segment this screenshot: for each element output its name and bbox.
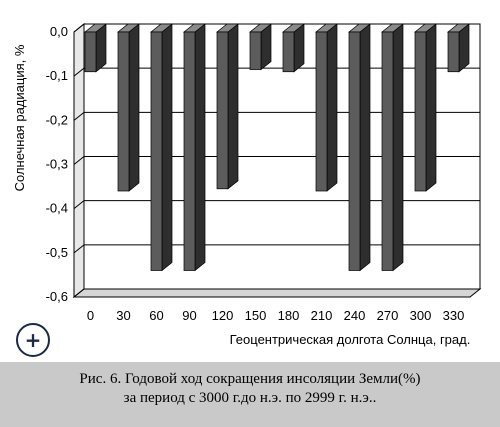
x-tick-label: 240: [344, 308, 366, 323]
bar-side: [128, 23, 140, 192]
bar-chart: 0,0 -0,1 -0,2 -0,3 -0,4 -0,5 -0,6 0 30 60 90 120 150…: [12, 22, 482, 347]
zoom-button[interactable]: +: [16, 323, 50, 357]
figure-caption: Рис. 6. Годовой ход сокращения инсоляции…: [0, 370, 500, 408]
y-tick-label: -0,1: [46, 68, 68, 83]
x-tick-label: 180: [278, 308, 300, 323]
grid-diagonal: [73, 244, 85, 254]
bar: [315, 31, 328, 192]
grid-diagonal: [73, 67, 85, 77]
x-tick-label: 90: [182, 308, 196, 323]
grid-diagonal: [73, 200, 85, 210]
y-tick-label: 0,0: [50, 24, 68, 39]
x-tick-label: 270: [377, 308, 399, 323]
bar-side: [392, 23, 404, 272]
y-axis-label: Солнечная радиация, %: [12, 44, 27, 191]
caption-line-2: за период с 3000 г.до н.э. по 2999 г. н.…: [123, 390, 377, 406]
grid-diagonal: [73, 288, 85, 298]
x-tick-label: 120: [212, 308, 234, 323]
x-tick-label: 330: [443, 308, 465, 323]
x-tick-label: 300: [410, 308, 432, 323]
y-tick-label: -0,4: [46, 201, 68, 216]
x-tick-label: 0: [87, 308, 94, 323]
bar: [249, 31, 262, 70]
bar-side: [359, 23, 371, 272]
x-tick-label: 210: [311, 308, 333, 323]
floor: [72, 288, 482, 298]
grid-diagonal: [73, 23, 85, 33]
y-tick-label: -0,5: [46, 245, 68, 260]
bar: [216, 31, 229, 190]
plus-icon: +: [24, 328, 42, 352]
caption-line-1: Рис. 6. Годовой ход сокращения инсоляции…: [79, 371, 421, 387]
grid-diagonal: [73, 111, 85, 121]
bar: [282, 31, 295, 73]
y-tick-label: -0,6: [46, 289, 68, 304]
y-tick-label: -0,3: [46, 157, 68, 172]
x-tick-label: 150: [245, 308, 267, 323]
bar: [150, 31, 163, 271]
x-tick-label: 60: [149, 308, 163, 323]
grid-diagonal: [73, 156, 85, 165]
bar: [381, 31, 394, 271]
bar-side: [161, 23, 173, 272]
bar: [84, 31, 97, 73]
bar-side: [227, 23, 239, 190]
chart-panel: 0,0 -0,1 -0,2 -0,3 -0,4 -0,5 -0,6 0 30 60 90 120 150…: [0, 0, 500, 362]
bar: [183, 31, 196, 271]
x-tick-label: 30: [116, 308, 130, 323]
y-tick-label: -0,2: [46, 112, 68, 127]
x-axis-label: Геоцентрическая долгота Солнца, град.: [230, 332, 471, 347]
bar-side: [194, 23, 206, 272]
bar-side: [425, 23, 437, 192]
bar: [348, 31, 361, 271]
bar: [414, 31, 427, 192]
bar: [447, 31, 460, 73]
bar: [117, 31, 130, 192]
bar-side: [326, 23, 338, 192]
